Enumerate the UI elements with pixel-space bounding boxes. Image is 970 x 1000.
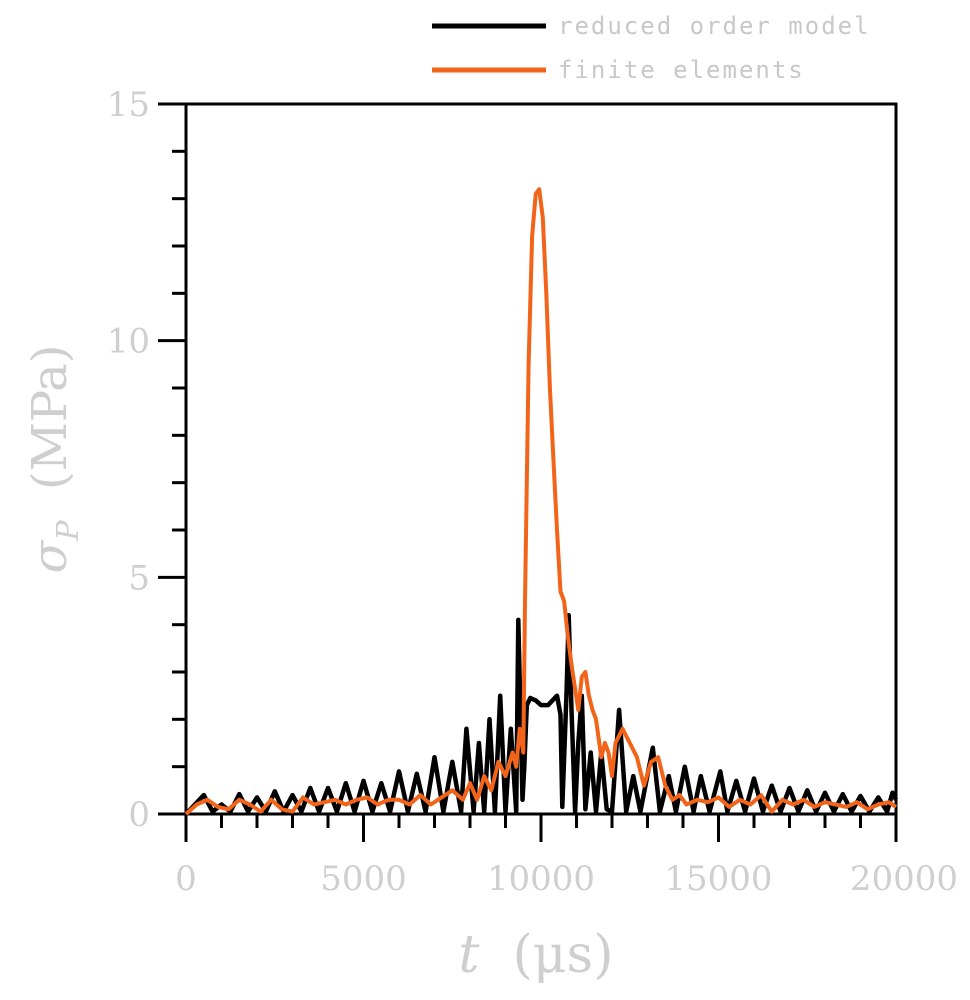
y-tick-label: 15	[107, 85, 150, 125]
y-axis-symbol: σ	[22, 539, 78, 573]
x-tick-label: 10000	[487, 859, 595, 899]
x-tick-label: 0	[175, 859, 197, 899]
x-axis-label: t (μs)	[458, 925, 613, 985]
series-layer	[184, 187, 899, 816]
x-axis-unit: (μs)	[512, 925, 613, 985]
y-tick-label: 0	[128, 795, 150, 835]
legend-label-finite-elements: finite elements	[558, 56, 805, 84]
legend-label-reduced-order-model: reduced order model	[558, 12, 871, 40]
x-tick-label: 20000	[850, 859, 958, 899]
series-line-reduced-order-model	[184, 612, 899, 816]
svg-text:σP (MPa): σP (MPa)	[22, 345, 86, 574]
y-tick-label: 10	[107, 322, 150, 362]
legend: reduced order model finite elements	[432, 12, 871, 84]
y-axis-ticks: 0 5 10 15	[107, 85, 186, 835]
series-line-finite-elements	[184, 187, 898, 816]
x-tick-label: 15000	[664, 859, 772, 899]
y-axis-unit: (MPa)	[22, 345, 78, 490]
x-tick-label: 5000	[320, 859, 407, 899]
y-axis-label: σP (MPa)	[22, 345, 86, 574]
x-axis-ticks: 0 5000 10000 15000 20000	[175, 814, 958, 899]
x-axis-symbol: t	[458, 925, 479, 985]
y-axis-subscript: P	[51, 520, 86, 542]
y-tick-label: 5	[128, 558, 150, 598]
